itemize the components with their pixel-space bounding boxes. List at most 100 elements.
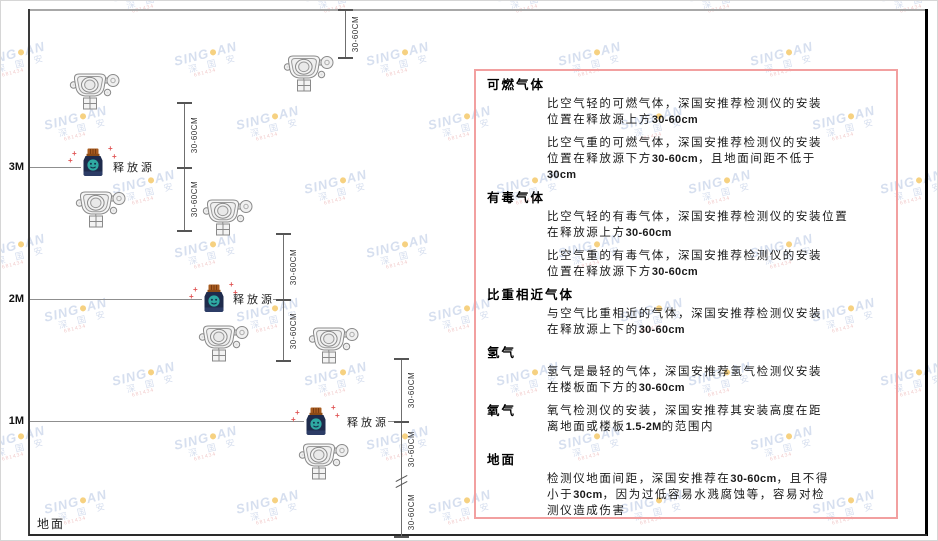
release-source-label: 释放源	[113, 162, 155, 174]
ground-label: 地面	[37, 517, 66, 531]
paragraph-line: 小于30cm，因为过低容易水溅腐蚀等，容易对检	[547, 487, 884, 503]
gas-detector-icon	[201, 197, 255, 239]
level-line	[30, 421, 304, 422]
dimension-tick	[338, 9, 353, 11]
dimension-label: 30-60CM	[407, 493, 416, 531]
paragraph-text: ，且地面间距不低于	[697, 153, 816, 165]
dimension-tick	[177, 230, 192, 232]
sparkle-icon: +	[112, 152, 117, 161]
panel-section: 可燃气体 比空气轻的可燃气体，深国安推荐检测仪的安装 位置在释放源上方30-60cm…	[487, 77, 884, 183]
dimension-line	[345, 10, 346, 58]
paragraph-line: 氢气是最轻的气体，深国安推荐氢气检测仪安装	[547, 364, 884, 380]
left-wall-line	[28, 9, 30, 536]
measurement-value: 30cm	[573, 489, 603, 501]
section-paragraph: 检测仪地面间距，深国安推荐在30-60cm，且不得 小于30cm，因为过低容易水溅…	[547, 471, 884, 519]
sparkle-icon: +	[193, 285, 198, 294]
sparkle-icon: +	[233, 288, 238, 297]
height-label: 2M	[8, 293, 24, 305]
section-body: 氢气是最轻的气体，深国安推荐氢气检测仪安装在楼板面下方的30-60cm	[547, 364, 884, 396]
paragraph-line: 与空气比重相近的气体，深国安推荐检测仪安装	[547, 306, 884, 322]
release-source-icon: + + + +	[291, 404, 340, 436]
paragraph-text: 位置在释放源下方	[547, 153, 652, 165]
gas-detector-icon	[282, 53, 336, 95]
paragraph-text: 位置在释放源下方	[547, 266, 652, 278]
paragraph-text: 的范围内	[661, 421, 715, 433]
section-heading: 有毒气体	[487, 191, 546, 205]
release-source-icon: + + + +	[68, 145, 117, 177]
release-source-icon: + + + +	[189, 281, 238, 313]
dimension-label: 30-60CM	[351, 15, 360, 53]
paragraph-text: 测仪造成伤害	[547, 505, 626, 517]
gas-detector-icon	[307, 325, 361, 367]
level-line	[30, 299, 202, 300]
dimension-tick	[177, 102, 192, 104]
section-heading: 地面	[487, 453, 517, 467]
section-paragraph: 比空气重的可燃气体，深国安推荐检测仪的安装位置在释放源下方30-60cm，且地面…	[547, 135, 884, 183]
section-paragraph: 比空气重的有毒气体，深国安推荐检测仪的安装 位置在释放源下方30-60cm	[547, 248, 884, 280]
gas-detector-icon	[297, 441, 351, 483]
dimension-label: 30-60CM	[289, 312, 298, 350]
panel-section: 氢气 氢气是最轻的气体，深国安推荐氢气检测仪安装 在楼板面下方的30-60cm	[487, 345, 884, 396]
gas-detector-icon	[68, 71, 122, 113]
dimension-tick	[338, 57, 353, 59]
paragraph-line: 比空气重的有毒气体，深国安推荐检测仪的安装	[547, 248, 884, 264]
paragraph-text: 比空气轻的有毒气体，深国安推荐检测仪的安装位置	[547, 211, 849, 223]
sparkle-icon: +	[331, 403, 336, 412]
paragraph-line: 比空气轻的有毒气体，深国安推荐检测仪的安装位置	[547, 209, 884, 225]
section-paragraph: 氧气检测仪的安装，深国安推荐其安装高度在距 离地面或楼板1.5-2M的范围内	[547, 403, 884, 435]
section-body: 检测仪地面间距，深国安推荐在30-60cm，且不得 小于30cm，因为过低容易水溅…	[547, 471, 884, 519]
sparkle-icon: +	[189, 292, 194, 301]
measurement-value: 30-60cm	[638, 382, 685, 394]
paragraph-text: ，因为过低容易水溅腐蚀等，容易对检	[602, 489, 826, 501]
paragraph-text: 与空气比重相近的气体，深国安推荐检测仪安装	[547, 308, 823, 320]
dimension-label: 30-60CM	[407, 371, 416, 409]
ceiling-line	[29, 9, 927, 11]
paragraph-text: 比空气重的可燃气体，深国安推荐检测仪的安装	[547, 137, 823, 149]
dimension-label: 30-60CM	[407, 430, 416, 468]
panel-section: 比重相近气体 与空气比重相近的气体，深国安推荐检测仪安装 在释放源上下的30-60c…	[487, 287, 884, 338]
sparkle-icon: +	[229, 280, 234, 289]
paragraph-line: 30cm	[547, 167, 884, 183]
release-source-label: 释放源	[233, 294, 275, 306]
panel-section: 地面检测仪地面间距，深国安推荐在30-60cm，且不得 小于30cm，因为过低容易…	[487, 452, 884, 519]
paragraph-text: 氧气检测仪的安装，深国安推荐其安装高度在距	[547, 405, 823, 417]
paragraph-text: 在释放源上方	[547, 227, 626, 239]
dimension-label: 30-60CM	[190, 180, 199, 218]
dimension-label: 30-60CM	[289, 248, 298, 286]
section-heading: 比重相近气体	[487, 288, 575, 302]
section-paragraph: 比空气轻的有毒气体，深国安推荐检测仪的安装位置 在释放源上方30-60cm	[547, 209, 884, 241]
measurement-value: 30-60cm	[730, 473, 777, 485]
dimension-tick	[276, 360, 291, 362]
dimension-tick	[394, 358, 409, 360]
paragraph-line: 比空气重的可燃气体，深国安推荐检测仪的安装	[547, 135, 884, 151]
paragraph-text: 比空气轻的可燃气体，深国安推荐检测仪的安装	[547, 98, 823, 110]
measurement-value: 30-60cm	[625, 227, 672, 239]
paragraph-line: 位置在释放源下方30-60cm	[547, 264, 884, 280]
paragraph-text: ，且不得	[776, 473, 829, 485]
sparkle-icon: +	[68, 156, 73, 165]
section-body: 氧气检测仪的安装，深国安推荐其安装高度在距 离地面或楼板1.5-2M的范围内	[547, 403, 884, 442]
right-wall-line	[925, 9, 928, 536]
dimension-tick	[276, 233, 291, 235]
paragraph-text: 在楼板面下方的	[547, 382, 639, 394]
measurement-value: 30-60cm	[638, 324, 685, 336]
sparkle-icon: +	[291, 415, 296, 424]
measurement-value: 30-60cm	[651, 266, 698, 278]
paragraph-text: 离地面或楼板	[547, 421, 626, 433]
section-body: 与空气比重相近的气体，深国安推荐检测仪安装 在释放源上下的30-60cm	[547, 306, 884, 338]
dimension-label: 30-60CM	[190, 116, 199, 154]
paragraph-text: 位置在释放源上方	[547, 114, 652, 126]
ground-line	[29, 534, 927, 536]
paragraph-line: 测仪造成伤害	[547, 503, 884, 519]
paragraph-line: 位置在释放源下方30-60cm，且地面间距不低于	[547, 151, 884, 167]
gas-detector-icon	[74, 189, 128, 231]
paragraph-text: 在释放源上下的	[547, 324, 639, 336]
section-body: 比空气轻的可燃气体，深国安推荐检测仪的安装 位置在释放源上方30-60cm 比空气重…	[547, 96, 884, 183]
paragraph-line: 氧气检测仪的安装，深国安推荐其安装高度在距	[547, 403, 884, 419]
section-paragraph: 氢气是最轻的气体，深国安推荐氢气检测仪安装在楼板面下方的30-60cm	[547, 364, 884, 396]
section-heading: 氧气	[487, 404, 517, 418]
paragraph-line: 在释放源上下的30-60cm	[547, 322, 884, 338]
measurement-value: 1.5-2M	[625, 421, 662, 433]
